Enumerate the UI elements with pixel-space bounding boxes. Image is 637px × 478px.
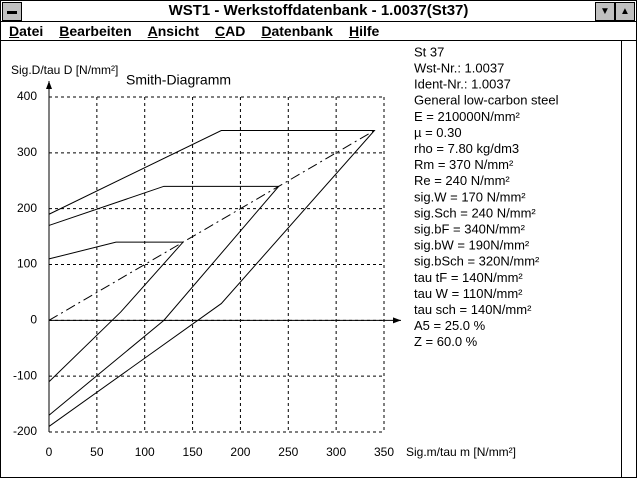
property-line: sig.Sch = 240 N/mm² (414, 205, 536, 220)
menu-item[interactable]: CAD (214, 23, 246, 39)
property-line: sig.bF = 340N/mm² (414, 222, 526, 237)
property-line: General low-carbon steel (414, 93, 559, 108)
menu-item[interactable]: Ansicht (147, 23, 199, 39)
x-tick-label: 200 (230, 445, 250, 459)
property-line: tau W = 110N/mm² (414, 286, 523, 301)
maximize[interactable]: ▲ (615, 2, 635, 21)
property-line: Wst-Nr.: 1.0037 (414, 61, 504, 76)
property-line: Rm = 370 N/mm² (414, 157, 514, 172)
minimize[interactable]: ▼ (595, 2, 615, 21)
window-title: WST1 - Werkstoffdatenbank - 1.0037(St37) (168, 2, 469, 19)
property-line: rho = 7.80 kg/dm3 (414, 141, 519, 156)
property-line: sig.bW = 190N/mm² (414, 238, 530, 253)
y-tick-label: -200 (13, 424, 37, 438)
menu-item[interactable]: Datei (9, 23, 44, 39)
property-line: Z = 60.0 % (414, 334, 478, 349)
system-menu[interactable]: ▬ (2, 2, 22, 21)
y-tick-label: 100 (17, 257, 37, 271)
scrollbar[interactable] (621, 41, 636, 477)
y-tick-label: 400 (17, 89, 37, 103)
y-tick-label: 300 (17, 145, 37, 159)
property-line: A5 = 25.0 % (414, 318, 486, 333)
y-axis-label: Sig.D/tau D [N/mm²] (11, 63, 118, 77)
property-line: tau tF = 140N/mm² (414, 270, 523, 285)
property-line: sig.W = 170 N/mm² (414, 189, 526, 204)
x-tick-label: 50 (90, 445, 104, 459)
chart: -200 -100 0 100 200 300 400 0 50 100 150 200 250 300 3… (11, 44, 559, 459)
x-tick-label: 100 (135, 445, 155, 459)
property-line: sig.bSch = 320N/mm² (414, 254, 540, 269)
menu-item[interactable]: Hilfe (348, 23, 380, 39)
x-tick-label: 350 (374, 445, 394, 459)
x-tick-label: 150 (183, 445, 203, 459)
property-line: Re = 240 N/mm² (414, 173, 510, 188)
menu-bar: Datei Bearbeiten Ansicht CAD Datenbank Hilfe (1, 22, 636, 41)
property-line: Ident-Nr.: 1.0037 (414, 77, 511, 92)
property-line: tau sch = 140N/mm² (414, 302, 532, 317)
x-tick-label: 250 (278, 445, 298, 459)
y-axis-arrow (46, 81, 52, 89)
property-line: St 37 (414, 44, 444, 59)
menu-item[interactable]: Datenbank (261, 23, 333, 39)
y-tick-label: 0 (30, 313, 37, 327)
series-line (48, 130, 375, 321)
title-bar: WST1 - Werkstoffdatenbank - 1.0037(St37) (1, 1, 636, 22)
x-axis-arrow (393, 317, 401, 324)
series-line (48, 185, 280, 416)
x-axis-label: Sig.m/tau m [N/mm²] (406, 445, 516, 459)
property-line: E = 210000N/mm² (414, 109, 521, 124)
y-tick-label: -100 (13, 368, 37, 382)
chart-title: Smith-Diagramm (126, 72, 231, 88)
x-tick-label: 300 (326, 445, 346, 459)
menu-item[interactable]: Bearbeiten (59, 23, 132, 39)
y-tick-label: 200 (17, 201, 37, 215)
series-line (48, 130, 376, 427)
series-line (48, 241, 185, 383)
property-line: µ = 0.30 (414, 125, 462, 140)
x-tick-label: 0 (46, 445, 53, 459)
